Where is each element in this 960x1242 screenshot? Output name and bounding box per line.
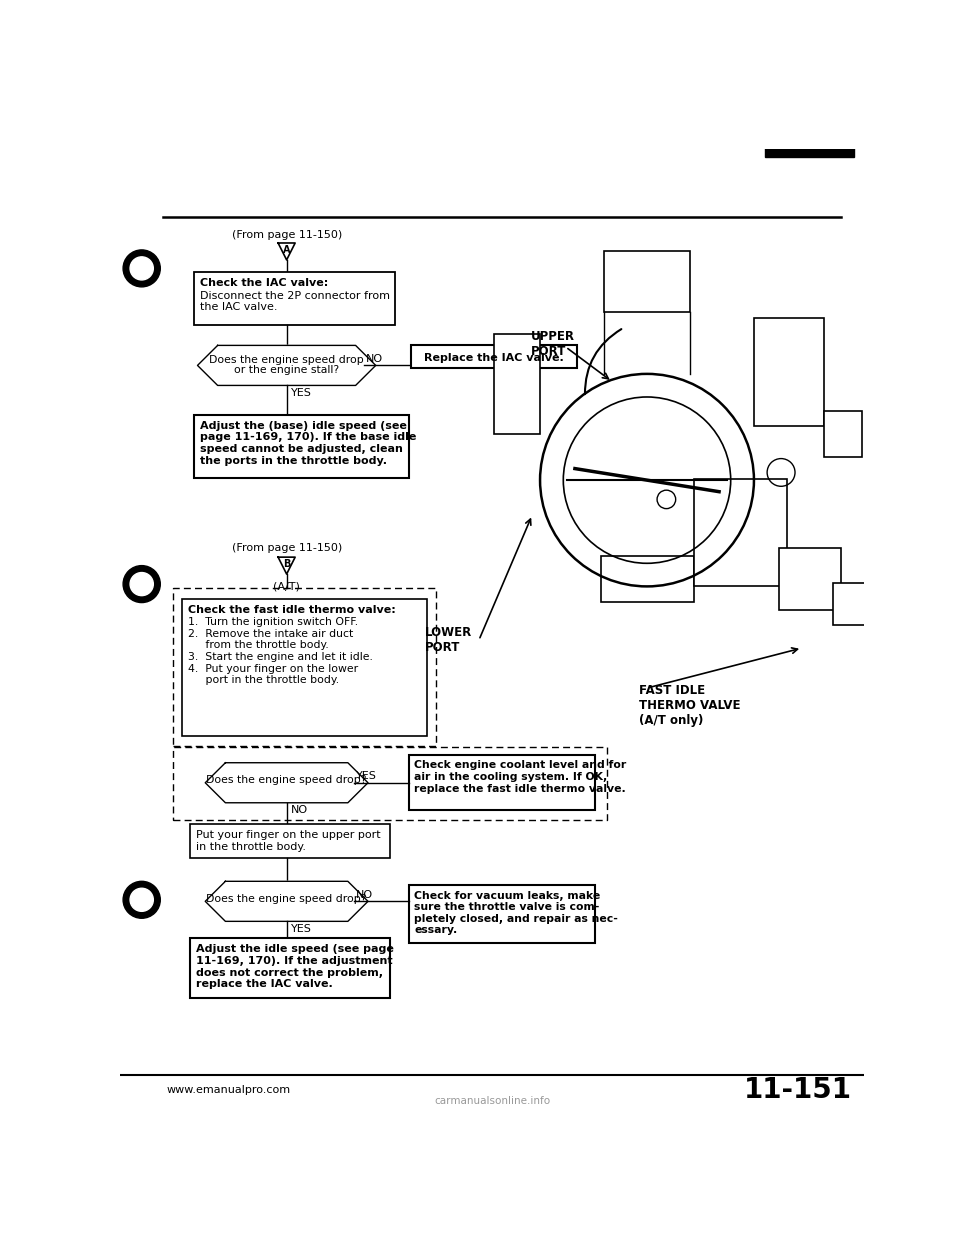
Circle shape xyxy=(130,573,154,596)
Text: Does the engine speed drop?: Does the engine speed drop? xyxy=(206,894,367,904)
Bar xyxy=(824,411,862,457)
Text: NO: NO xyxy=(366,354,383,364)
FancyBboxPatch shape xyxy=(194,415,409,478)
Bar xyxy=(601,555,693,602)
Text: LOWER
PORT: LOWER PORT xyxy=(424,626,471,655)
Text: carmanualsonline.info: carmanualsonline.info xyxy=(434,1095,550,1105)
FancyBboxPatch shape xyxy=(190,825,390,858)
Bar xyxy=(693,478,786,586)
Bar xyxy=(833,582,876,625)
Text: (From page 11-150): (From page 11-150) xyxy=(231,543,342,553)
Text: NO: NO xyxy=(355,889,372,899)
FancyBboxPatch shape xyxy=(409,755,595,811)
Polygon shape xyxy=(205,763,368,802)
Polygon shape xyxy=(205,882,368,922)
Text: YES: YES xyxy=(291,924,311,934)
Text: YES: YES xyxy=(355,771,376,781)
Text: or the engine stall?: or the engine stall? xyxy=(234,365,339,375)
Polygon shape xyxy=(198,345,375,385)
Text: ⚙: ⚙ xyxy=(792,163,827,201)
Bar xyxy=(754,318,824,426)
Text: Check engine coolant level and for
air in the cooling system. If OK,
replace the: Check engine coolant level and for air i… xyxy=(415,760,627,794)
Text: Adjust the (base) idle speed (see
page 11-169, 170). If the base idle
speed cann: Adjust the (base) idle speed (see page 1… xyxy=(200,421,417,466)
Circle shape xyxy=(130,257,154,279)
FancyBboxPatch shape xyxy=(173,587,436,745)
Text: Check the fast idle thermo valve:: Check the fast idle thermo valve: xyxy=(188,605,396,615)
Text: Adjust the idle speed (see page
11-169, 170). If the adjustment
does not correct: Adjust the idle speed (see page 11-169, … xyxy=(196,944,394,989)
Text: (From page 11-150): (From page 11-150) xyxy=(231,230,342,240)
Text: FAST IDLE
THERMO VALVE
(A/T only): FAST IDLE THERMO VALVE (A/T only) xyxy=(639,684,741,727)
Circle shape xyxy=(123,565,160,602)
Circle shape xyxy=(123,882,160,918)
Text: Check for vacuum leaks, make
sure the throttle valve is com-
pletely closed, and: Check for vacuum leaks, make sure the th… xyxy=(415,891,618,935)
Text: Put your finger on the upper port
in the throttle body.: Put your finger on the upper port in the… xyxy=(196,831,380,852)
Text: UPPER
PORT: UPPER PORT xyxy=(531,330,575,358)
Circle shape xyxy=(130,888,154,912)
FancyBboxPatch shape xyxy=(173,748,607,821)
Text: A: A xyxy=(283,245,290,255)
Text: Does the engine speed drop: Does the engine speed drop xyxy=(209,355,364,365)
FancyBboxPatch shape xyxy=(190,938,390,999)
FancyBboxPatch shape xyxy=(409,886,595,943)
Text: 11-151: 11-151 xyxy=(744,1076,852,1104)
FancyBboxPatch shape xyxy=(411,345,577,369)
FancyBboxPatch shape xyxy=(194,272,396,324)
Text: www.emanualpro.com: www.emanualpro.com xyxy=(166,1086,291,1095)
Text: Does the engine speed drop?: Does the engine speed drop? xyxy=(206,775,367,785)
Polygon shape xyxy=(278,558,295,574)
Bar xyxy=(493,334,540,433)
Bar xyxy=(779,548,841,610)
Text: B: B xyxy=(283,559,290,569)
Circle shape xyxy=(123,250,160,287)
Text: 1.  Turn the ignition switch OFF.
2.  Remove the intake air duct
     from the t: 1. Turn the ignition switch OFF. 2. Remo… xyxy=(188,617,373,686)
Bar xyxy=(605,251,689,312)
Text: YES: YES xyxy=(291,388,311,397)
Polygon shape xyxy=(278,243,295,260)
Text: Disconnect the 2P connector from
the IAC valve.: Disconnect the 2P connector from the IAC… xyxy=(200,291,390,312)
Bar xyxy=(765,107,854,156)
Text: Replace the IAC valve.: Replace the IAC valve. xyxy=(424,354,564,364)
Text: NO: NO xyxy=(291,805,307,815)
Text: Check the IAC valve:: Check the IAC valve: xyxy=(200,278,328,288)
FancyBboxPatch shape xyxy=(182,599,427,735)
Text: (A/T): (A/T) xyxy=(274,581,300,591)
